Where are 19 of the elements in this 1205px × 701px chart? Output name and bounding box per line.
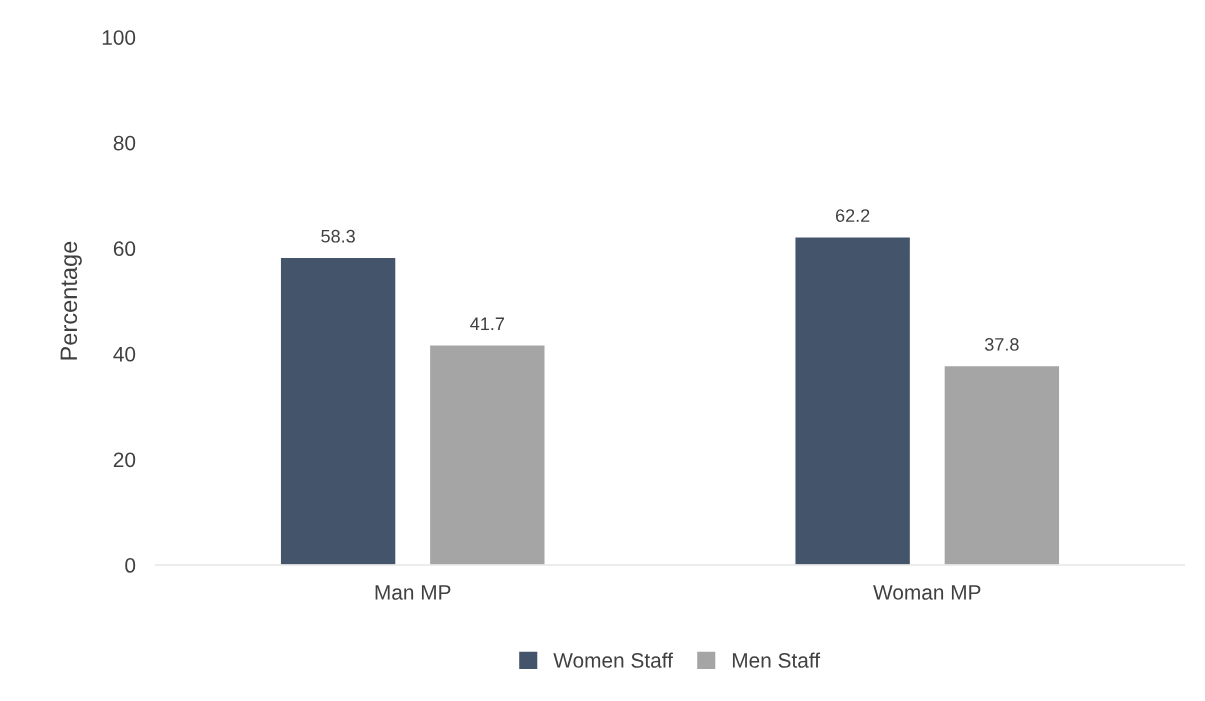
y-tick-label: 60: [113, 241, 136, 257]
y-axis-title: Percentage: [60, 241, 82, 360]
bar: [428, 344, 546, 566]
legend-label: Men Staff: [732, 652, 821, 668]
bar: [943, 364, 1061, 566]
y-tick-label: 40: [113, 346, 136, 362]
legend-label: Women Staff: [553, 652, 673, 668]
y-tick-label: 100: [102, 30, 136, 45]
x-tick-label: Woman MP: [873, 585, 981, 600]
y-tick-label: 0: [125, 558, 136, 573]
x-tick-label: Man MP: [375, 585, 451, 600]
y-tick-label: 80: [113, 135, 136, 151]
data-label: 37.8: [984, 338, 1019, 351]
data-label: 58.3: [321, 229, 355, 243]
data-label: 62.2: [835, 209, 870, 222]
data-label: 41.7: [470, 317, 504, 331]
y-tick-label: 20: [113, 452, 136, 468]
bar: [279, 256, 397, 566]
bar: [794, 235, 912, 566]
